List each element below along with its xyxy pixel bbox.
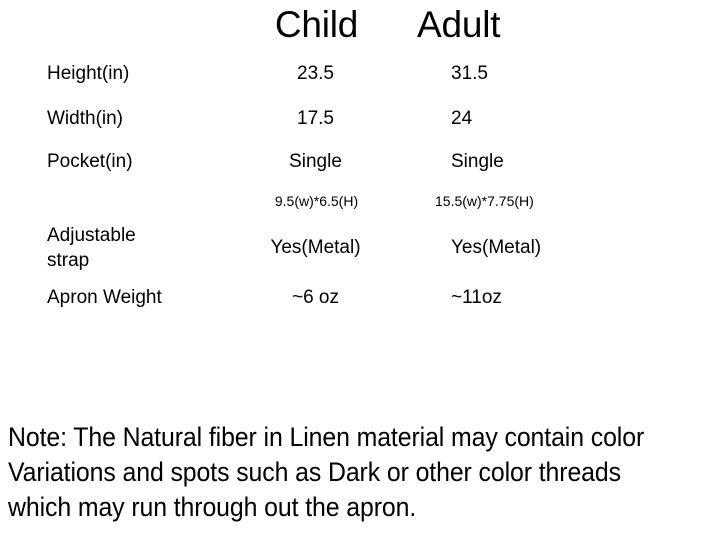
row-pad-cell [575,182,720,220]
row-label-pocket: Pocket(in) [47,151,133,172]
cell-apron-weight-child: ~6 oz [291,287,339,308]
cell-adjustable-strap-child: Yes(Metal) [270,237,361,258]
cell-apron-weight-adult: ~11oz [451,287,502,308]
table-row: Pocket(in) Single Single [0,142,720,182]
column-header-adult: Adult [417,4,501,45]
table-row: Adjustable strap Yes(Metal) Yes(Metal) [0,220,720,276]
header-blank-cell [0,0,240,52]
row-pad-cell [575,276,720,320]
row-pad-cell [575,96,720,142]
cell-pocket-child: Single [289,151,342,172]
cell-width-child: 17.5 [297,108,334,129]
cell-pocket-dimensions-child: 9.5(w)*6.5(H) [274,193,359,209]
column-header-child: Child [274,4,359,45]
header-pad-cell [575,0,720,52]
cell-pocket-adult: Single [451,151,504,172]
row-pad-cell [575,142,720,182]
cell-adjustable-strap-adult: Yes(Metal) [451,237,542,258]
table-row: Height(in) 23.5 31.5 [0,52,720,96]
row-label-height: Height(in) [47,63,130,84]
table-header-row: Child Adult [0,0,720,52]
row-pad-cell [575,52,720,96]
row-label-apron-weight: Apron Weight [47,287,162,308]
table-row: Width(in) 17.5 24 [0,96,720,142]
row-pad-cell [575,220,720,276]
row-label-adjustable-strap: Adjustable strap [47,225,136,271]
table-header: Child Adult [0,0,720,52]
cell-pocket-dimensions-adult: 15.5(w)*7.75(H) [435,193,534,209]
cell-width-adult: 24 [451,108,473,129]
table-row: Apron Weight ~6 oz ~11oz [0,276,720,320]
row-label-width: Width(in) [47,108,124,129]
table-body: Height(in) 23.5 31.5 Width(in) 17.5 24 P… [0,52,720,320]
cell-height-child: 23.5 [297,63,334,84]
material-note: Note: The Natural fiber in Linen materia… [8,422,645,522]
table-row: 9.5(w)*6.5(H) 15.5(w)*7.75(H) [0,182,720,220]
row-label-pocket-dimensions [0,182,240,220]
cell-height-adult: 31.5 [451,63,488,84]
size-comparison-table: Child Adult Height(in) 23.5 31.5 Width(i… [0,0,720,320]
